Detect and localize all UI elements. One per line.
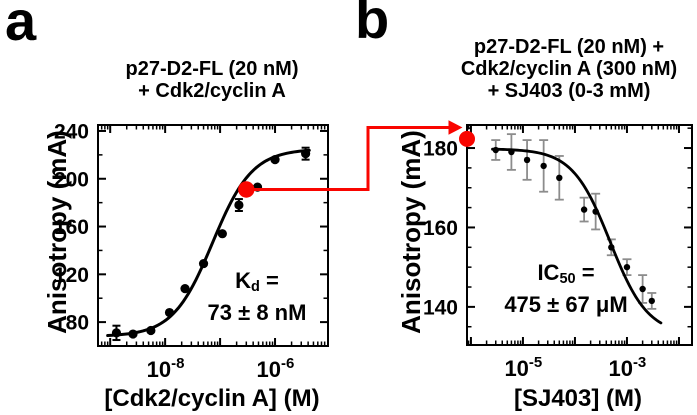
panel-b-label: b bbox=[355, 0, 390, 50]
data-point bbox=[180, 284, 190, 294]
y-tick-label: 120 bbox=[54, 264, 89, 287]
y-tick-label: 180 bbox=[423, 138, 458, 161]
data-point bbox=[198, 258, 209, 269]
x-tick-label: 10-3 bbox=[608, 354, 646, 381]
panel-b-x-axis-title: [SJ403] (M) bbox=[513, 385, 643, 412]
x-tick-label: 10-5 bbox=[504, 354, 542, 381]
data-point bbox=[234, 200, 244, 210]
data-point bbox=[648, 297, 655, 305]
data-point bbox=[556, 174, 563, 182]
data-point bbox=[592, 208, 599, 215]
fit-curve bbox=[491, 147, 663, 325]
x-tick-label: 10-6 bbox=[257, 355, 295, 382]
connector-arrow bbox=[246, 120, 463, 192]
panel-a-plot: 80 120 160 200 240 10-8 10-6 bbox=[54, 120, 329, 382]
panel-a-title-line1: p27-D2-FL (20 nM) bbox=[125, 58, 299, 80]
ic50-value: 475 ± 67 μM bbox=[504, 292, 628, 318]
data-point bbox=[608, 244, 615, 251]
kd-value: 73 ± 8 nM bbox=[207, 300, 307, 326]
data-point bbox=[639, 285, 646, 293]
ic50-equals: = bbox=[575, 260, 595, 285]
highlight-point-b bbox=[459, 130, 475, 147]
kd-subscript: d bbox=[251, 279, 260, 296]
data-point bbox=[270, 155, 280, 165]
data-point bbox=[301, 149, 311, 159]
panel-b-title-line1: p27-D2-FL (20 nM) + bbox=[473, 36, 665, 58]
panel-b-y-axis-title: Anisotropy (mA) bbox=[396, 130, 426, 334]
kd-symbol: K bbox=[235, 268, 252, 293]
ic50-subscript: 50 bbox=[559, 271, 576, 288]
panel-a-label: a bbox=[5, 0, 37, 52]
panel-b-frame bbox=[466, 124, 693, 346]
panel-b-title-line3: + SJ403 (0-3 mM) bbox=[487, 80, 651, 102]
data-point bbox=[523, 156, 531, 164]
y-tick-label: 140 bbox=[423, 296, 458, 319]
data-point bbox=[508, 148, 515, 156]
y-tick-label: 240 bbox=[54, 120, 89, 143]
panel-a-title: p27-D2-FL (20 nM) + Cdk2/cyclin A bbox=[95, 58, 329, 102]
y-tick-label: 160 bbox=[423, 217, 458, 240]
x-tick-label: 10-8 bbox=[147, 355, 185, 382]
data-point bbox=[217, 229, 227, 239]
data-point bbox=[580, 206, 588, 213]
data-point bbox=[164, 307, 175, 318]
ic50-annotation: IC50 = 475 ± 67 μM bbox=[491, 260, 641, 317]
data-point bbox=[623, 263, 631, 271]
connector-arrow-line bbox=[246, 126, 449, 192]
panel-a-x-axis-title: [Cdk2/cyclin A] (M) bbox=[104, 385, 320, 412]
data-point bbox=[540, 162, 547, 170]
panel-a-y-axis-title: Anisotropy (mA) bbox=[42, 130, 72, 334]
panel-b-plot: 140 160 180 10-5 10-3 bbox=[423, 124, 693, 381]
panel-b-title: p27-D2-FL (20 nM) + Cdk2/cyclin A (300 n… bbox=[447, 36, 691, 102]
ic50-symbol: IC bbox=[537, 260, 560, 285]
connector-arrowhead bbox=[448, 120, 463, 135]
y-tick-label: 160 bbox=[54, 216, 89, 239]
data-point bbox=[111, 328, 122, 338]
kd-equals: = bbox=[259, 268, 279, 293]
ic50-annotation-line1: IC50 = bbox=[491, 260, 641, 292]
highlight-point-a bbox=[238, 181, 255, 198]
panel-a-title-line2: + Cdk2/cyclin A bbox=[138, 80, 286, 102]
kd-annotation-line1: Kd = bbox=[192, 268, 322, 300]
data-point bbox=[492, 146, 499, 154]
y-tick-label: 200 bbox=[54, 168, 89, 191]
data-point bbox=[146, 325, 156, 336]
data-point bbox=[128, 329, 138, 339]
y-tick-label: 80 bbox=[66, 312, 89, 335]
panel-a-frame bbox=[97, 124, 329, 347]
panel-b-title-line2: Cdk2/cyclin A (300 nM) bbox=[460, 58, 678, 80]
kd-annotation: Kd = 73 ± 8 nM bbox=[192, 268, 322, 325]
